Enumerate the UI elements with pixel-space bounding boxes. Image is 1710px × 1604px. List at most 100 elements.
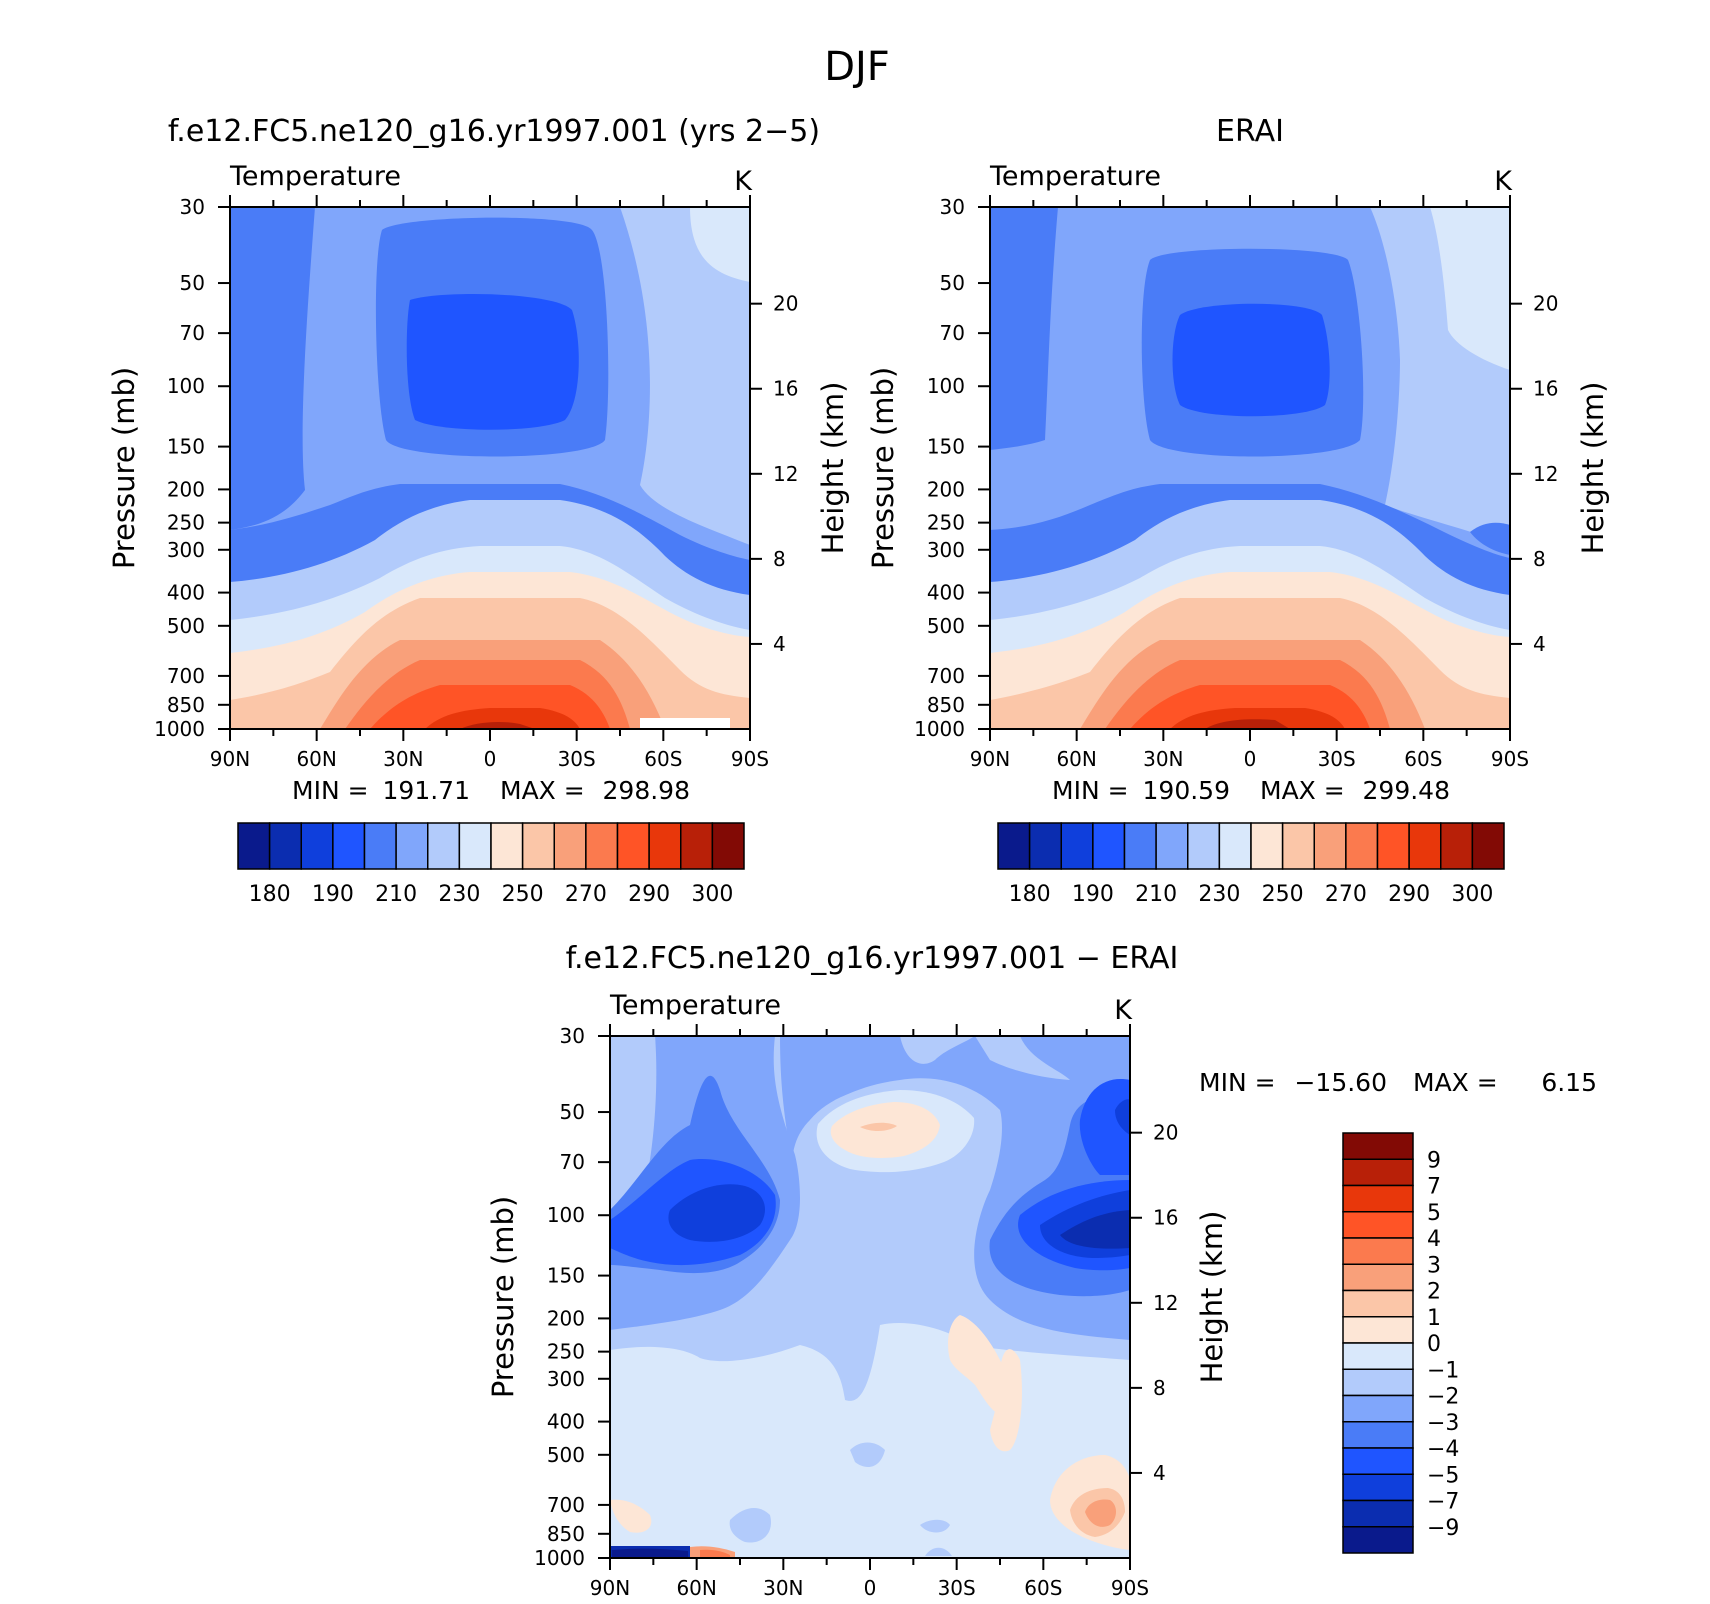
colorbar-label: 290 xyxy=(1388,882,1430,907)
y-tick-label: 700 xyxy=(927,664,965,688)
x-tick-label: 30N xyxy=(1143,747,1183,771)
colorbar-label: −7 xyxy=(1427,1490,1459,1515)
y-tick-label: 1000 xyxy=(914,717,965,741)
colorbar-label: 1 xyxy=(1427,1306,1441,1331)
min-label: MIN = xyxy=(1199,1068,1276,1097)
colorbar-box xyxy=(1155,822,1189,870)
colorbar-box xyxy=(1060,822,1094,870)
contour-field xyxy=(230,207,750,729)
x-tick-label: 90S xyxy=(1491,747,1529,771)
colorbar-box xyxy=(1440,822,1474,870)
y-axis-label-right: Height (km) xyxy=(1195,1211,1229,1384)
height-tick-label: 12 xyxy=(1533,462,1558,486)
panel-obs: ERAI Temperature K 90N 60N 30N 0 30S 60S 90S 3… xyxy=(866,114,1610,907)
units-label: K xyxy=(734,166,753,197)
colorbar-box xyxy=(648,822,682,870)
min-value: −15.60 xyxy=(1294,1068,1387,1097)
y-tick-label: 100 xyxy=(547,1203,585,1227)
y-axis-label: Pressure (mb) xyxy=(486,1196,520,1398)
colorbar-box xyxy=(1123,822,1157,870)
colorbar-box xyxy=(1028,822,1062,870)
panel-title: f.e12.FC5.ne120_g16.yr1997.001 − ERAI xyxy=(566,941,1179,976)
y-tick-label: 500 xyxy=(167,614,205,638)
y-tick-label: 850 xyxy=(547,1522,585,1546)
x-tick-label: 90S xyxy=(731,747,769,771)
colorbar-box xyxy=(490,822,524,870)
colorbar-box xyxy=(237,822,271,870)
max-value: 299.48 xyxy=(1363,776,1450,805)
y-tick-label: 200 xyxy=(547,1306,585,1330)
colorbar-label: 270 xyxy=(1325,882,1367,907)
colorbar-box xyxy=(1313,822,1347,870)
x-tick-label: 90N xyxy=(970,747,1010,771)
colorbar-box xyxy=(1342,1499,1414,1528)
x-tick-label: 60S xyxy=(1404,747,1442,771)
colorbar-box xyxy=(1342,1211,1414,1239)
panel-difference: f.e12.FC5.ne120_g16.yr1997.001 − ERAI Te… xyxy=(486,941,1597,1600)
contour-field xyxy=(990,207,1510,729)
x-tick-label: 60N xyxy=(1056,747,1096,771)
colorbar-box xyxy=(1092,822,1126,870)
colorbar-label: 4 xyxy=(1427,1227,1441,1252)
height-tick-label: 16 xyxy=(773,377,798,401)
x-tick-label: 60S xyxy=(644,747,682,771)
x-tick-label: 30S xyxy=(1318,747,1356,771)
x-tick-label: 60N xyxy=(296,747,336,771)
colorbar-box xyxy=(616,822,650,870)
x-tick-label: 90S xyxy=(1111,1576,1149,1600)
variable-label: Temperature xyxy=(609,990,781,1021)
colorbar-box xyxy=(711,822,745,870)
panel-title: ERAI xyxy=(1216,114,1284,149)
height-tick-label: 4 xyxy=(773,632,786,656)
max-label: MAX = xyxy=(1413,1068,1498,1097)
height-tick-label: 16 xyxy=(1153,1206,1178,1230)
x-tick-label: 0 xyxy=(484,747,497,771)
height-tick-label: 12 xyxy=(773,462,798,486)
units-label: K xyxy=(1494,166,1513,197)
colorbar-label: 230 xyxy=(1198,882,1240,907)
colorbar-label: 210 xyxy=(375,882,417,907)
colorbar-box xyxy=(553,822,587,870)
colorbar-label: 0 xyxy=(1427,1332,1441,1357)
height-tick-label: 4 xyxy=(1153,1461,1166,1485)
colorbar-box xyxy=(1342,1394,1414,1423)
colorbar-box xyxy=(363,822,397,870)
colorbar-box xyxy=(1342,1526,1414,1554)
colorbar-label: 250 xyxy=(1262,882,1304,907)
colorbar-label: −1 xyxy=(1427,1358,1459,1383)
colorbar-box xyxy=(395,822,429,870)
y-tick-label: 30 xyxy=(180,195,205,219)
y-tick-label: 30 xyxy=(560,1024,585,1048)
colorbar-box xyxy=(1342,1184,1414,1213)
colorbar-box xyxy=(1342,1342,1414,1370)
colorbar-box xyxy=(521,822,555,870)
x-tick-label: 30N xyxy=(763,1576,803,1600)
y-tick-label: 1000 xyxy=(534,1546,585,1570)
colorbar-box xyxy=(268,822,302,870)
colorbar-box xyxy=(1471,822,1505,870)
y-tick-label: 50 xyxy=(940,271,965,295)
y-tick-label: 1000 xyxy=(154,717,205,741)
colorbar-label: 5 xyxy=(1427,1201,1441,1226)
variable-label: Temperature xyxy=(989,161,1161,192)
colorbar-box xyxy=(1342,1263,1414,1292)
variable-label: Temperature xyxy=(229,161,401,192)
panel-model: f.e12.FC5.ne120_g16.yr1997.001 (yrs 2−5)… xyxy=(107,114,850,907)
height-tick-label: 20 xyxy=(1533,292,1558,316)
colorbar-box xyxy=(1250,822,1284,870)
colorbar-label: 190 xyxy=(1072,882,1114,907)
colorbar-label: 250 xyxy=(502,882,544,907)
y-tick-label: 200 xyxy=(167,477,205,501)
colorbar-box xyxy=(332,822,366,870)
x-tick-label: 90N xyxy=(210,747,250,771)
y-tick-label: 300 xyxy=(547,1367,585,1391)
contour-field xyxy=(610,1036,1130,1558)
colorbar-label: 270 xyxy=(565,882,607,907)
y-tick-label: 400 xyxy=(927,581,965,605)
y-tick-label: 250 xyxy=(167,511,205,535)
colorbar-box xyxy=(1342,1158,1414,1187)
x-tick-label: 90N xyxy=(590,1576,630,1600)
min-value: 190.59 xyxy=(1143,776,1230,805)
x-tick-label: 30N xyxy=(383,747,423,771)
y-axis-label-right: Height (km) xyxy=(816,382,850,555)
